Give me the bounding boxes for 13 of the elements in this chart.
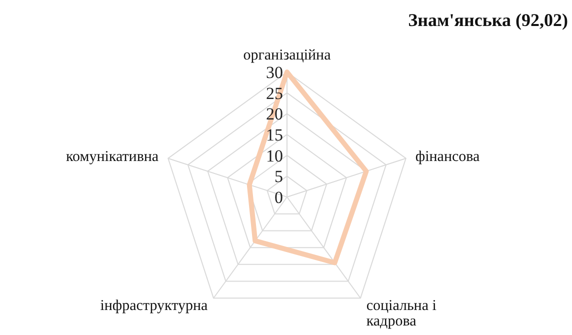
chart-title: Знам'янська (92,02) xyxy=(408,10,568,30)
y-tick-label: 0 xyxy=(274,188,283,207)
spoke-label: фінансова xyxy=(415,149,480,166)
y-tick-label: 5 xyxy=(274,167,283,186)
spoke-label: інфраструктурна xyxy=(100,298,208,314)
y-tick-label: 10 xyxy=(266,146,283,166)
spoke-label: комунікативна xyxy=(66,149,159,166)
spoke-label: соціальна і кадрова xyxy=(366,298,436,330)
y-tick-label: 20 xyxy=(266,104,283,124)
y-tick-label: 30 xyxy=(266,62,283,82)
y-tick-label: 25 xyxy=(266,84,283,103)
y-tick-label: 15 xyxy=(266,125,283,144)
spoke-label: організаційна xyxy=(243,47,332,64)
